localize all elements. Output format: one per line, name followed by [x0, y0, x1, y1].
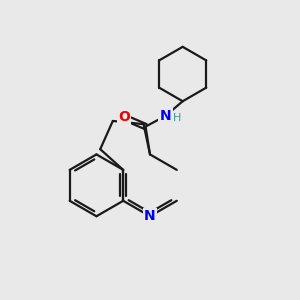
Text: O: O — [118, 110, 130, 124]
Text: N: N — [144, 209, 156, 223]
Text: H: H — [173, 113, 181, 123]
Text: N: N — [160, 109, 172, 123]
